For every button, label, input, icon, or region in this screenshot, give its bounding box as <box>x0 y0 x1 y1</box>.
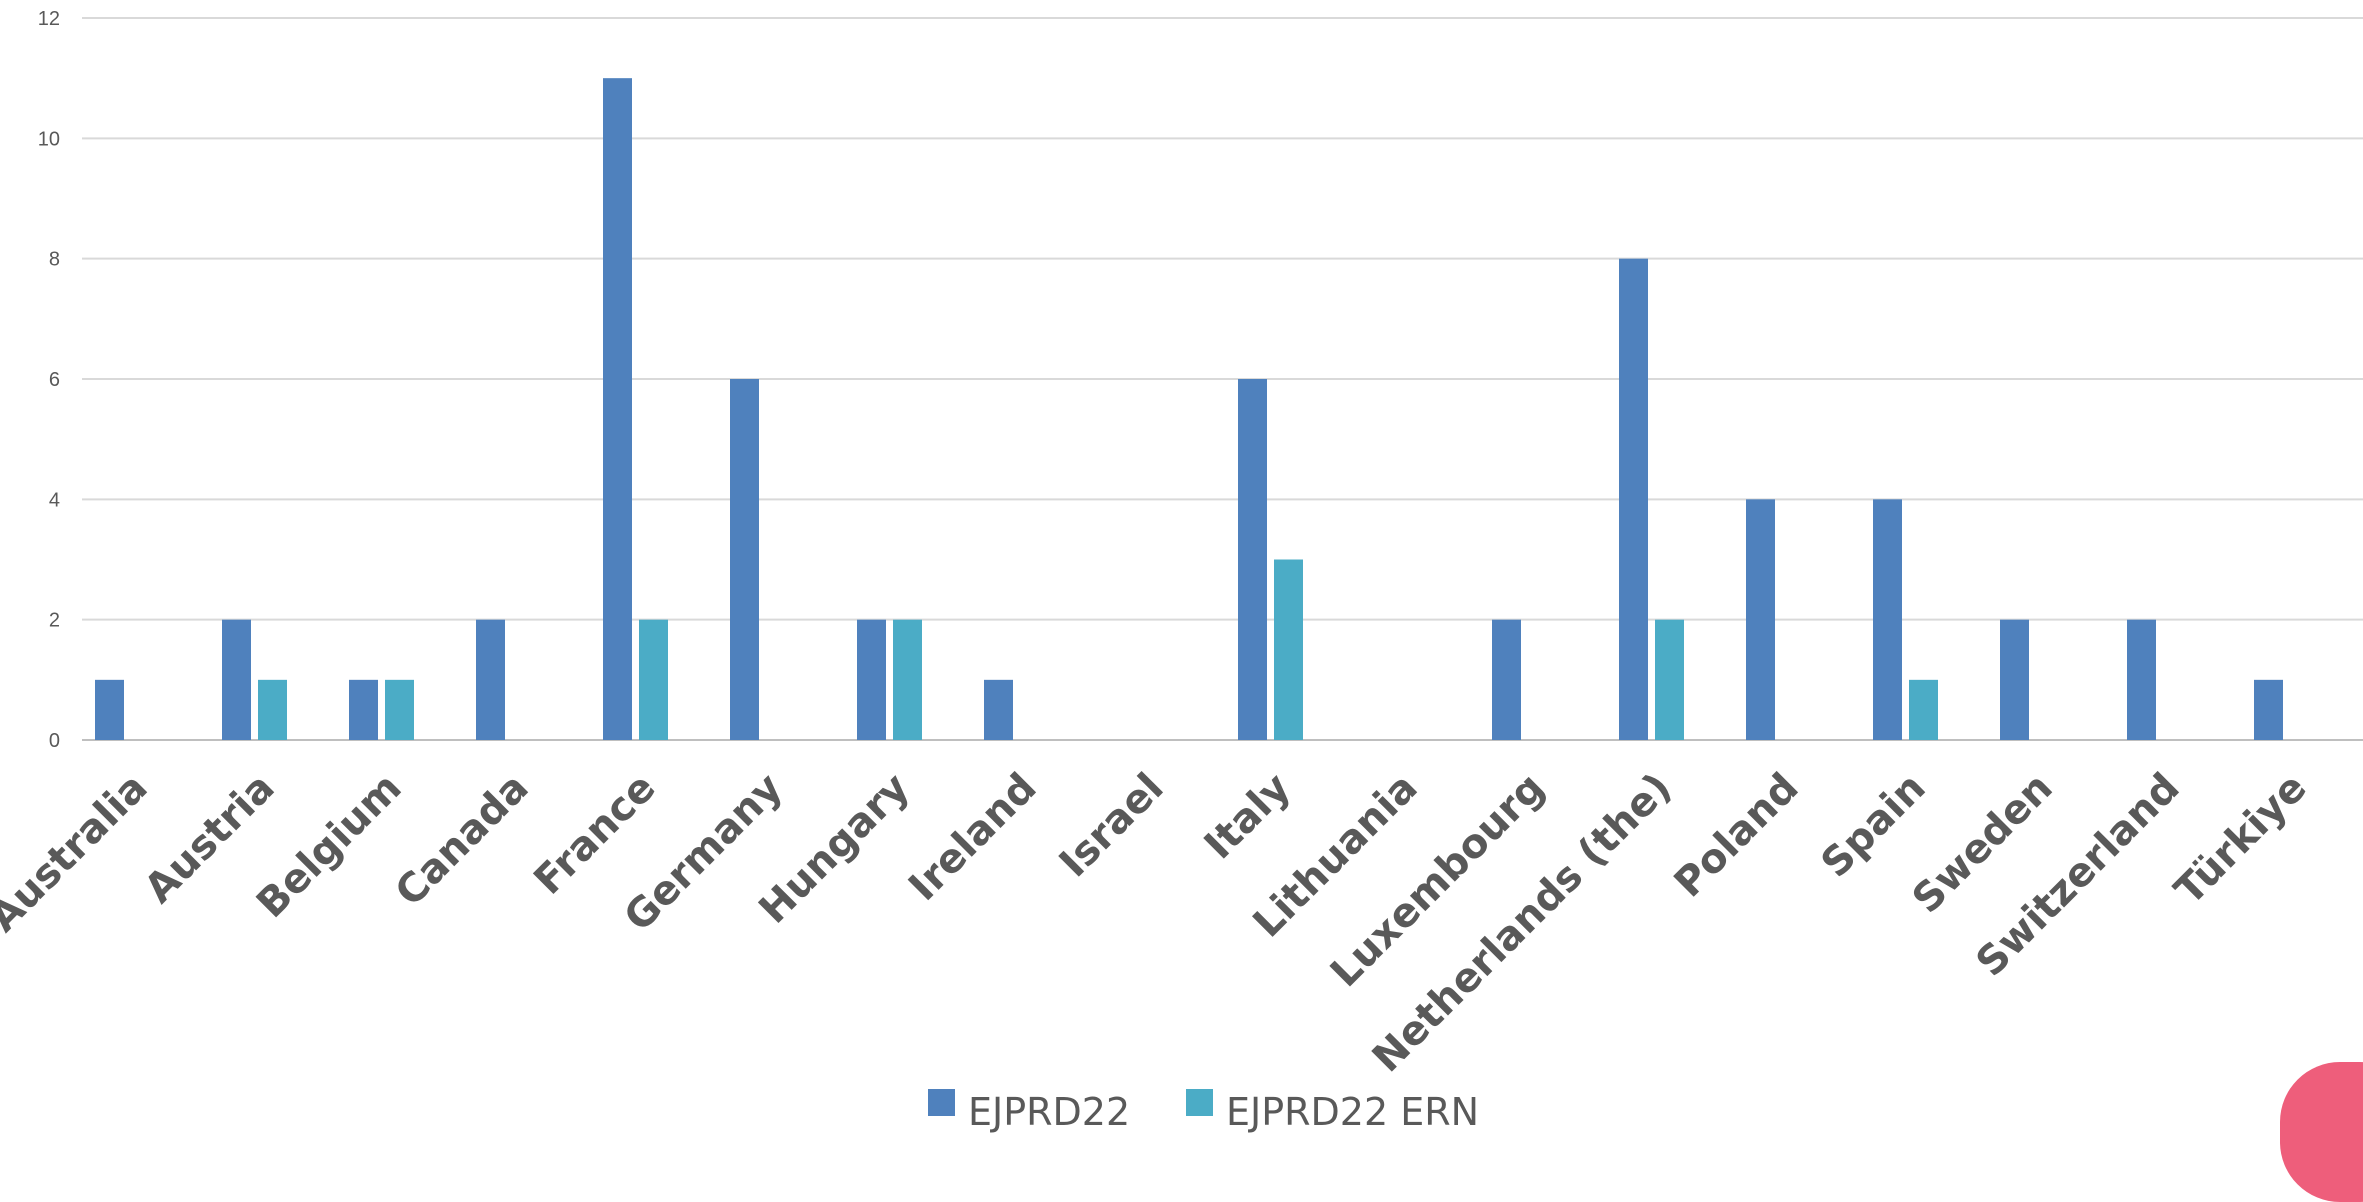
bar-australia-series-0 <box>95 679 124 740</box>
bar-netherlands-the-series-1 <box>1655 619 1684 740</box>
legend-label: EJPRD22 <box>968 1090 1130 1134</box>
bar-switzerland-series-0 <box>2127 619 2156 740</box>
bar-belgium-series-0 <box>349 679 378 740</box>
y-tick-label: 4 <box>49 489 60 511</box>
y-tick-label: 2 <box>49 610 60 632</box>
y-tick-label: 12 <box>38 8 60 30</box>
y-tick-label: 6 <box>49 369 60 391</box>
y-tick-label: 0 <box>49 730 60 752</box>
x-tick-label: Canada <box>387 765 538 916</box>
bar-chart: 0 2 4 6 8 10 12 AustraliaAustriaBelgiumCanadaF… <box>0 8 2363 1134</box>
x-tick-label: Australia <box>0 765 157 941</box>
bar-poland-series-0 <box>1746 499 1775 740</box>
bar-france-series-1 <box>639 619 668 740</box>
y-tick-label: 8 <box>49 249 60 271</box>
bar-luxembourg-series-0 <box>1492 619 1521 740</box>
legend: EJPRD22 EJPRD22 ERN <box>928 1089 1479 1134</box>
bar-canada-series-0 <box>476 619 505 740</box>
x-tick-label: Ireland <box>900 765 1045 910</box>
bar-spain-series-1 <box>1909 679 1938 740</box>
legend-swatch <box>1186 1089 1213 1116</box>
bar-germany-series-0 <box>730 379 759 740</box>
bar-france-series-0 <box>603 78 632 740</box>
bar-t-rkiye-series-0 <box>2254 679 2283 740</box>
legend-swatch <box>928 1089 955 1116</box>
bar-belgium-series-1 <box>385 679 414 740</box>
bar-austria-series-0 <box>222 619 251 740</box>
x-tick-label: Luxembourg <box>1322 765 1554 997</box>
bar-sweden-series-0 <box>2000 619 2029 740</box>
x-tick-label: Italy <box>1196 765 1300 869</box>
bar-spain-series-0 <box>1873 499 1902 740</box>
y-axis-ticks: 0 2 4 6 8 10 12 <box>38 8 60 752</box>
y-tick-label: 10 <box>38 128 60 150</box>
gridlines <box>82 17 2363 741</box>
x-tick-label: Israel <box>1051 765 1173 887</box>
bar-hungary-series-0 <box>857 619 886 740</box>
bars <box>95 78 2283 740</box>
x-tick-label: Türkiye <box>2166 765 2315 914</box>
bar-italy-series-0 <box>1238 379 1267 740</box>
legend-label: EJPRD22 ERN <box>1226 1090 1479 1134</box>
x-axis-ticks: AustraliaAustriaBelgiumCanadaFranceGerma… <box>0 765 2316 1082</box>
x-tick-label: Poland <box>1666 765 1808 907</box>
bar-italy-series-1 <box>1274 559 1303 740</box>
x-tick-label: Spain <box>1813 765 1935 887</box>
bar-netherlands-the-series-0 <box>1619 258 1648 740</box>
bar-austria-series-1 <box>258 679 287 740</box>
bar-hungary-series-1 <box>893 619 922 740</box>
bar-ireland-series-0 <box>984 679 1013 740</box>
